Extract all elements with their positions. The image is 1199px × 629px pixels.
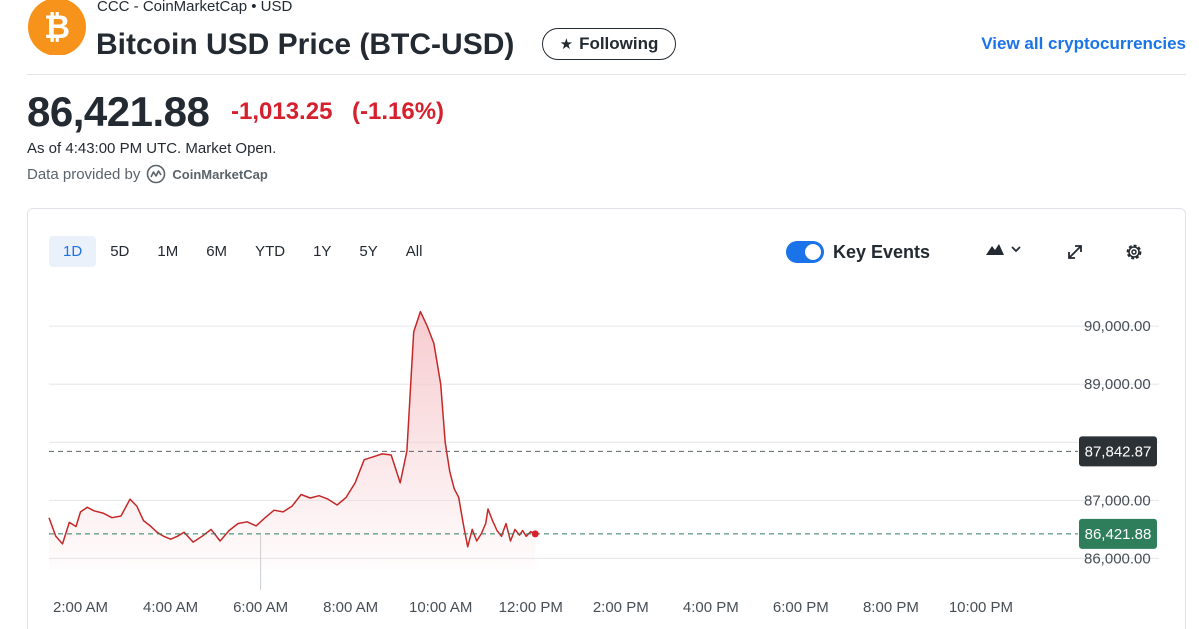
y-tick-label: 86,000.00 xyxy=(1084,550,1151,567)
range-tab-1y[interactable]: 1Y xyxy=(313,243,332,260)
range-tab-6m[interactable]: 6M xyxy=(206,243,228,260)
price-line xyxy=(48,310,536,548)
expand-icon xyxy=(1068,245,1082,259)
page-title: Bitcoin USD Price (BTC-USD) xyxy=(96,28,515,61)
x-tick-label: 6:00 AM xyxy=(233,599,288,616)
key-events-label: Key Events xyxy=(833,242,931,262)
chart-settings-button[interactable] xyxy=(1124,242,1144,262)
x-tick-label: 2:00 AM xyxy=(53,599,108,616)
x-tick-label: 4:00 AM xyxy=(143,599,198,616)
x-tick-label: 4:00 PM xyxy=(683,599,739,616)
x-tick-label: 10:00 PM xyxy=(949,599,1013,616)
price-area xyxy=(49,311,536,570)
view-all-cryptocurrencies-link[interactable]: View all cryptocurrencies xyxy=(981,34,1186,53)
key-events-toggle[interactable] xyxy=(786,241,824,263)
coinmarketcap-icon xyxy=(147,164,166,184)
range-tab-all[interactable]: All xyxy=(405,243,423,260)
as-of-timestamp: As of 4:43:00 PM UTC. Market Open. xyxy=(27,140,277,157)
bitcoin-logo: ₿ xyxy=(27,0,87,56)
x-tick-label: 2:00 PM xyxy=(593,599,649,616)
mountain-chart-icon xyxy=(986,244,1004,255)
range-tab-1d[interactable]: 1D xyxy=(49,236,97,267)
range-tabs: 1D 5D 1M 6M YTD 1Y 5Y All xyxy=(49,236,436,267)
chart-type-dropdown[interactable] xyxy=(986,243,1022,255)
current-price: 86,421.88 xyxy=(27,88,210,135)
price-change: -1,013.25 xyxy=(231,98,333,125)
x-tick-label: 12:00 PM xyxy=(499,599,563,616)
x-tick-label: 10:00 AM xyxy=(409,599,472,616)
following-button[interactable]: ★ Following xyxy=(542,28,676,60)
x-tick-label: 6:00 PM xyxy=(773,599,829,616)
x-tick-label: 8:00 PM xyxy=(863,599,919,616)
y-tick-label: 87,000.00 xyxy=(1084,492,1151,509)
y-tick-label: 89,000.00 xyxy=(1084,376,1151,393)
y-tick-label: 90,000.00 xyxy=(1084,318,1151,335)
previous-close-label: 87,842.87 xyxy=(1085,443,1152,460)
toggle-knob xyxy=(805,244,821,260)
quote-source: CCC - CoinMarketCap • USD xyxy=(97,0,293,15)
provider-name[interactable]: CoinMarketCap xyxy=(172,166,268,182)
range-tab-1m[interactable]: 1M xyxy=(157,243,179,260)
last-price-dot xyxy=(531,530,539,538)
range-tab-5y[interactable]: 5Y xyxy=(359,243,378,260)
expand-button[interactable] xyxy=(1065,242,1085,262)
x-tick-label: 8:00 AM xyxy=(323,599,378,616)
current-price-tag xyxy=(1079,518,1157,549)
star-icon: ★ xyxy=(559,36,574,53)
previous-close-tag xyxy=(1079,436,1157,467)
current-price-label: 86,421.88 xyxy=(1085,526,1152,543)
price-change-percent: (-1.16%) xyxy=(352,98,445,125)
range-tab-ytd[interactable]: YTD xyxy=(255,243,286,260)
range-tab-5d[interactable]: 5D xyxy=(110,243,130,260)
data-provider: Data provided by CoinMarketCap xyxy=(27,164,268,184)
chevron-down-icon xyxy=(1011,246,1021,253)
gear-icon xyxy=(1126,244,1142,260)
chart-card xyxy=(27,208,1186,629)
provided-by-label: Data provided by xyxy=(27,165,141,183)
bitcoin-glyph: ₿ xyxy=(44,8,70,46)
header-divider xyxy=(27,74,1186,75)
following-label: Following xyxy=(579,34,659,53)
